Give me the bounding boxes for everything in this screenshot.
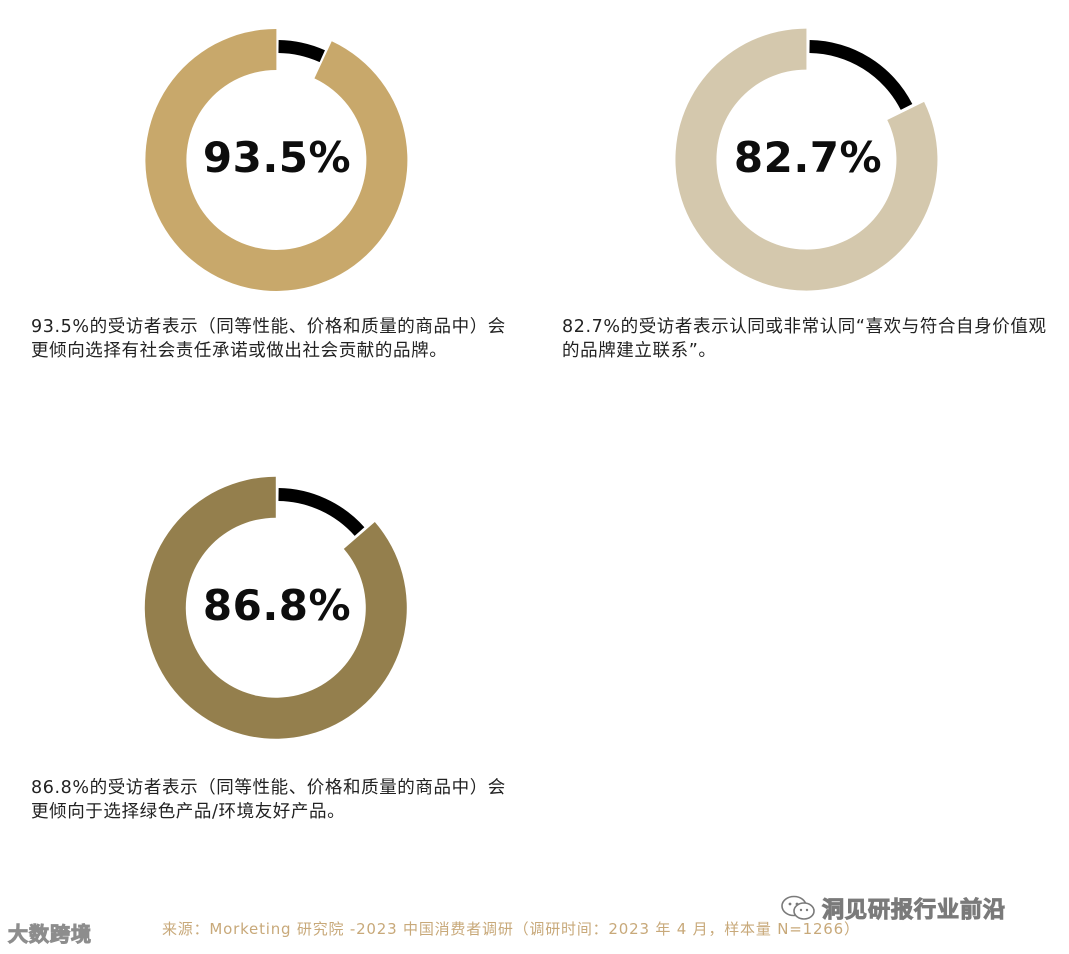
description-text: 82.7%的受访者表示认同或非常认同“喜欢与符合自身价值观的品牌建立联系”。	[562, 317, 1047, 361]
donut-chart-1: 93.5%	[145, 26, 408, 291]
wechat-icon	[781, 895, 815, 920]
donut-chart-3: 86.8%	[144, 474, 408, 739]
donut-remainder-arc	[278, 488, 365, 536]
donut-chart-2: 82.7%	[675, 26, 939, 291]
donut-remainder-arc	[278, 40, 325, 63]
watermark-left: 大数跨境	[8, 922, 92, 947]
donut-value-label: 82.7%	[733, 132, 883, 182]
donut-value-arc	[144, 476, 407, 739]
donut-chart-svg	[144, 476, 407, 739]
donut-value-label: 86.8%	[202, 580, 352, 630]
donut-value-arc	[675, 28, 938, 291]
donut-chart-svg	[145, 28, 408, 291]
description-text: 86.8%的受访者表示（同等性能、价格和质量的商品中）会更倾向于选择绿色产品/环…	[31, 778, 506, 822]
watermark-right-text: 洞见研报行业前沿	[821, 898, 1007, 924]
source-note: 来源：Morketing 研究院 -2023 中国消费者调研（调研时间：2023…	[162, 920, 860, 938]
description-text: 93.5%的受访者表示（同等性能、价格和质量的商品中）会更倾向选择有社会责任承诺…	[31, 317, 506, 361]
donut-remainder-arc	[809, 40, 913, 110]
donut-value-label: 93.5%	[202, 132, 352, 182]
donut-chart-svg	[675, 28, 938, 291]
watermark-right: 洞见研报行业前沿	[780, 892, 1006, 924]
donut-value-arc	[145, 28, 408, 291]
